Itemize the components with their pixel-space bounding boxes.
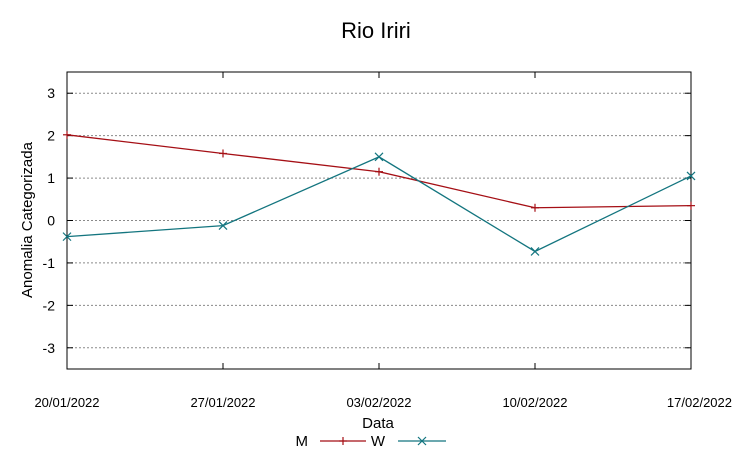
- data-point-W: [530, 247, 540, 256]
- y-tick-label: -3: [43, 340, 56, 356]
- data-point-W: [62, 232, 72, 242]
- data-point-M: [219, 149, 227, 158]
- legend-marker-W: [417, 436, 427, 446]
- x-tick-label: 20/01/2022: [34, 395, 99, 410]
- y-tick-label: 2: [47, 128, 55, 144]
- data-point-M: [375, 167, 383, 176]
- data-point-M: [531, 203, 539, 212]
- legend-marker-M: [339, 437, 347, 445]
- y-axis-label: Anomalia Categorizada: [19, 141, 36, 298]
- x-tick-label: 10/02/2022: [502, 395, 567, 410]
- x-tick-label: 27/01/2022: [190, 395, 255, 410]
- y-tick-label: -2: [43, 297, 56, 313]
- data-point-M: [687, 201, 695, 210]
- series-layer: [62, 130, 696, 256]
- legend-label-W: W: [371, 433, 386, 450]
- x-tick-label: 03/02/2022: [346, 395, 411, 410]
- data-point-W: [218, 221, 228, 231]
- legend-label-M: M: [296, 433, 309, 450]
- x-axis-ticks: 20/01/2022 27/01/2022 03/02/2022 10/02/2022…: [34, 72, 732, 410]
- x-tick-label: 17/02/2022: [667, 395, 732, 410]
- y-tick-label: 1: [47, 170, 55, 186]
- grid: [67, 92, 691, 349]
- data-point-M: [63, 130, 71, 139]
- x-axis-label: Data: [362, 415, 394, 432]
- data-point-W: [686, 171, 696, 181]
- y-tick-label: 3: [47, 85, 55, 101]
- data-point-W: [374, 152, 384, 162]
- y-tick-label: 0: [47, 213, 55, 229]
- chart-title: Rio Iriri: [341, 18, 411, 43]
- y-tick-label: -1: [43, 255, 56, 271]
